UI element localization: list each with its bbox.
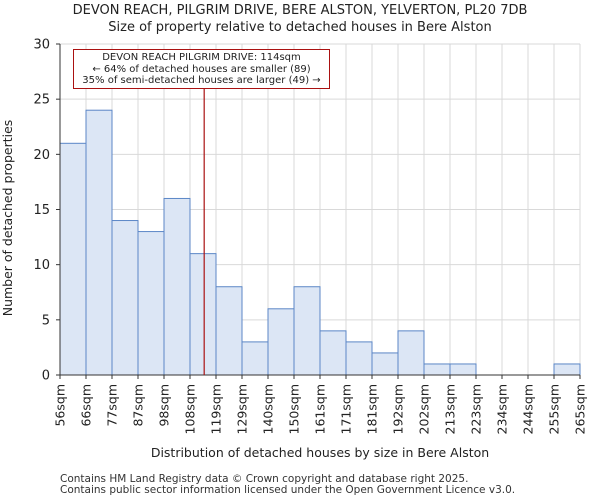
x-tick-label: 244sqm: [521, 384, 536, 434]
x-tick-label: 66sqm: [79, 384, 94, 427]
bar: [345, 341, 373, 376]
x-tick-label: 129sqm: [235, 384, 250, 434]
y-axis-label: Number of detached properties: [0, 120, 15, 317]
x-tick-label: 56sqm: [53, 384, 68, 427]
x-tick-label: 171sqm: [339, 384, 354, 434]
annotation-line-2: ← 64% of detached houses are smaller (89…: [92, 63, 311, 75]
bar: [241, 341, 269, 376]
y-tick-label: 0: [42, 369, 50, 384]
x-tick-label: 223sqm: [469, 384, 484, 434]
annotation-line-1: DEVON REACH PILGRIM DRIVE: 114sqm: [102, 52, 301, 63]
x-tick-label: 108sqm: [183, 384, 198, 434]
bar: [293, 286, 321, 376]
bar: [397, 330, 425, 376]
x-axis-label: Distribution of detached houses by size …: [151, 445, 489, 460]
bar: [215, 286, 243, 376]
x-tick-label: 213sqm: [443, 384, 458, 434]
footer-copyright: Contains HM Land Registry data © Crown c…: [60, 473, 469, 485]
x-tick-label: 181sqm: [365, 384, 380, 434]
bar: [267, 308, 295, 376]
footer-licence: Contains public sector information licen…: [60, 484, 516, 496]
x-tick-label: 202sqm: [417, 384, 432, 434]
x-tick-label: 161sqm: [313, 384, 328, 434]
y-tick-label: 25: [33, 93, 50, 108]
y-tick-label: 10: [33, 258, 50, 273]
bar: [85, 109, 113, 376]
bar: [137, 231, 165, 376]
x-tick-label: 98sqm: [157, 384, 172, 427]
x-tick-label: 255sqm: [547, 384, 562, 434]
bar: [449, 363, 477, 376]
x-tick-label: 77sqm: [105, 384, 120, 427]
bar: [189, 253, 217, 376]
y-tick-label: 30: [33, 38, 50, 53]
y-tick-label: 20: [33, 148, 50, 163]
y-tick-label: 15: [33, 203, 50, 218]
bar: [163, 197, 191, 376]
bar: [319, 330, 347, 376]
x-tick-label: 234sqm: [495, 384, 510, 434]
x-tick-label: 87sqm: [131, 384, 146, 427]
annotation-box: DEVON REACH PILGRIM DRIVE: 114sqm ← 64% …: [73, 49, 330, 89]
x-tick-label: 150sqm: [287, 384, 302, 434]
bar: [423, 363, 451, 376]
x-tick-label: 119sqm: [209, 384, 224, 434]
x-tick-label: 140sqm: [261, 384, 276, 434]
bar: [371, 352, 399, 376]
bar: [59, 142, 87, 376]
chart-title: DEVON REACH, PILGRIM DRIVE, BERE ALSTON,…: [72, 3, 528, 18]
chart-subtitle: Size of property relative to detached ho…: [108, 20, 492, 35]
annotation-line-3: 35% of semi-detached houses are larger (…: [82, 75, 321, 86]
x-tick-label: 192sqm: [391, 384, 406, 434]
y-tick-label: 5: [42, 313, 50, 328]
bar: [111, 220, 139, 376]
bar: [553, 363, 581, 376]
x-tick-label: 265sqm: [573, 384, 588, 434]
